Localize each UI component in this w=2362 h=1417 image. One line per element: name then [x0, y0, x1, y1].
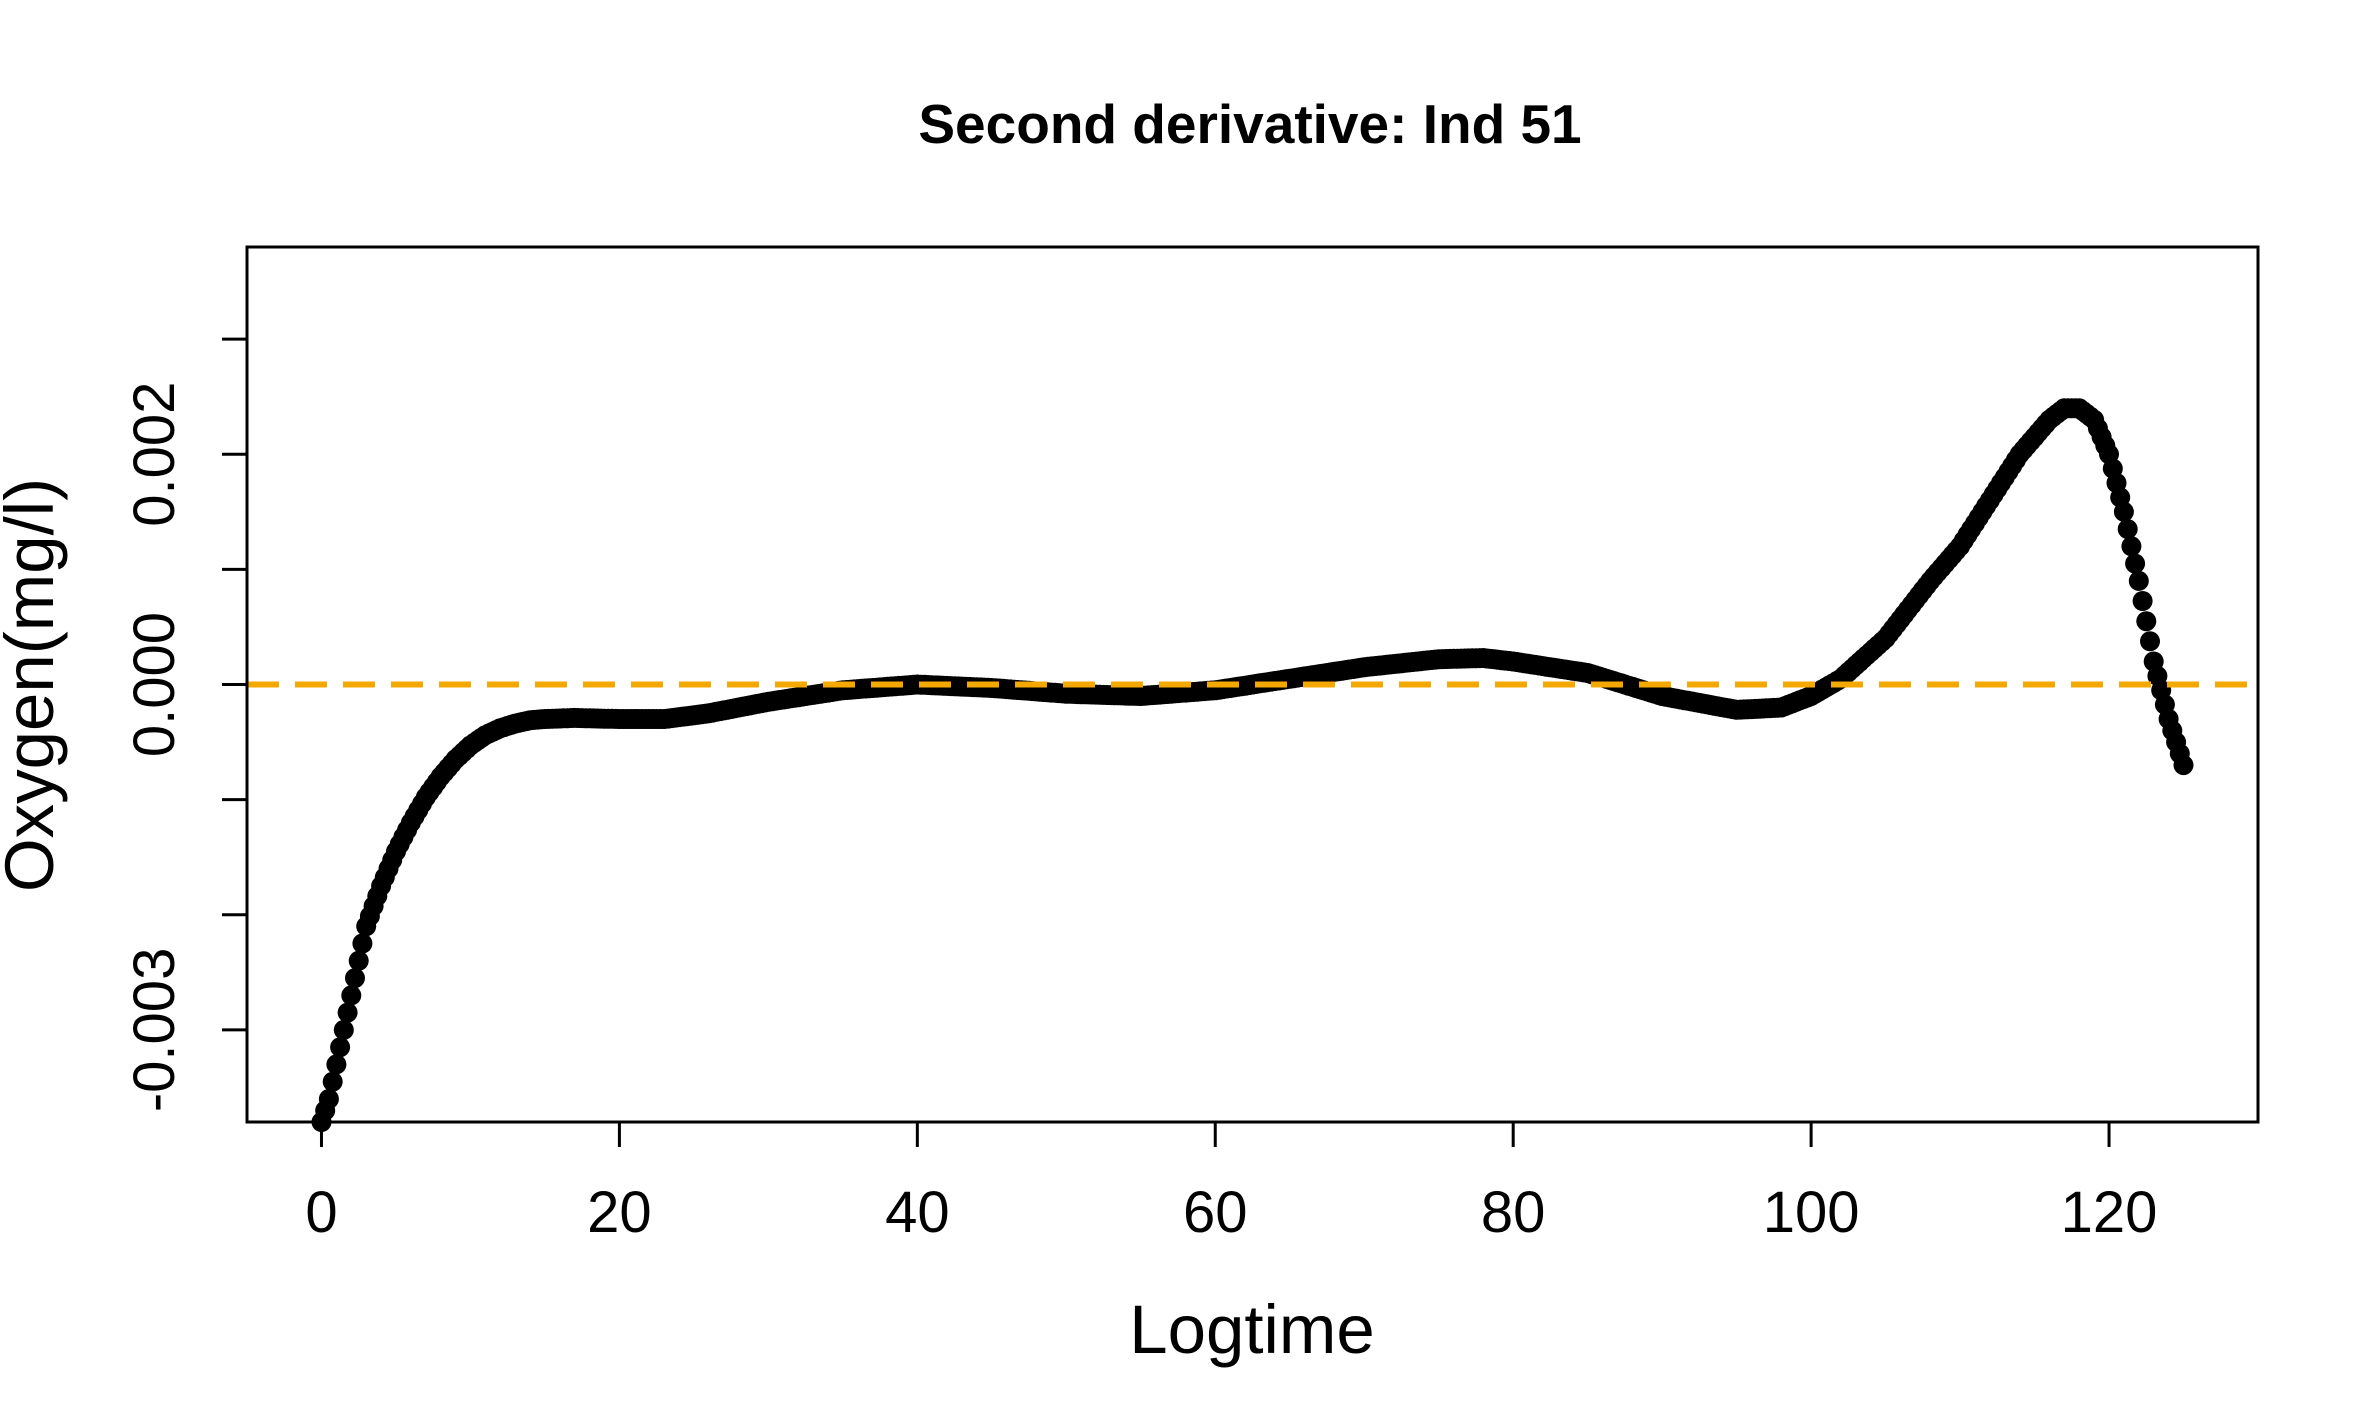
x-tick-label: 100 — [1763, 1180, 1860, 1245]
data-point — [319, 1089, 339, 1109]
x-axis: 0 20 40 60 80 100 120 — [305, 1122, 2157, 1245]
y-axis-label: Oxygen(mg/l) — [0, 478, 68, 892]
x-tick-label: 40 — [885, 1180, 950, 1245]
data-point — [2121, 536, 2141, 556]
data-points — [312, 398, 2194, 1132]
data-point — [330, 1037, 350, 1057]
data-point — [2125, 554, 2145, 574]
x-tick-label: 80 — [1481, 1180, 1546, 1245]
x-tick-label: 60 — [1183, 1180, 1248, 1245]
data-point — [345, 968, 365, 988]
data-point — [2129, 571, 2149, 591]
data-point — [349, 951, 369, 971]
data-point — [338, 1003, 358, 1023]
data-point — [2136, 611, 2156, 631]
data-point — [323, 1072, 343, 1092]
data-point — [2133, 591, 2153, 611]
data-point — [341, 985, 361, 1005]
y-axis: -0.003 0.000 0.002 — [122, 339, 247, 1112]
data-point — [2118, 519, 2138, 539]
data-point — [352, 934, 372, 954]
y-tick-label: -0.003 — [122, 948, 187, 1112]
x-tick-label: 20 — [587, 1180, 652, 1245]
y-tick-label: 0.000 — [122, 612, 187, 757]
data-point — [334, 1020, 354, 1040]
data-point — [2114, 502, 2134, 522]
x-axis-label: Logtime — [1129, 1291, 1374, 1368]
data-point — [326, 1054, 346, 1074]
x-tick-label: 120 — [2061, 1180, 2158, 1245]
data-point — [2174, 755, 2194, 775]
chart-title: Second derivative: Ind 51 — [918, 93, 1581, 155]
y-tick-label: 0.002 — [122, 382, 187, 527]
data-point — [2140, 631, 2160, 651]
x-tick-label: 0 — [305, 1180, 337, 1245]
